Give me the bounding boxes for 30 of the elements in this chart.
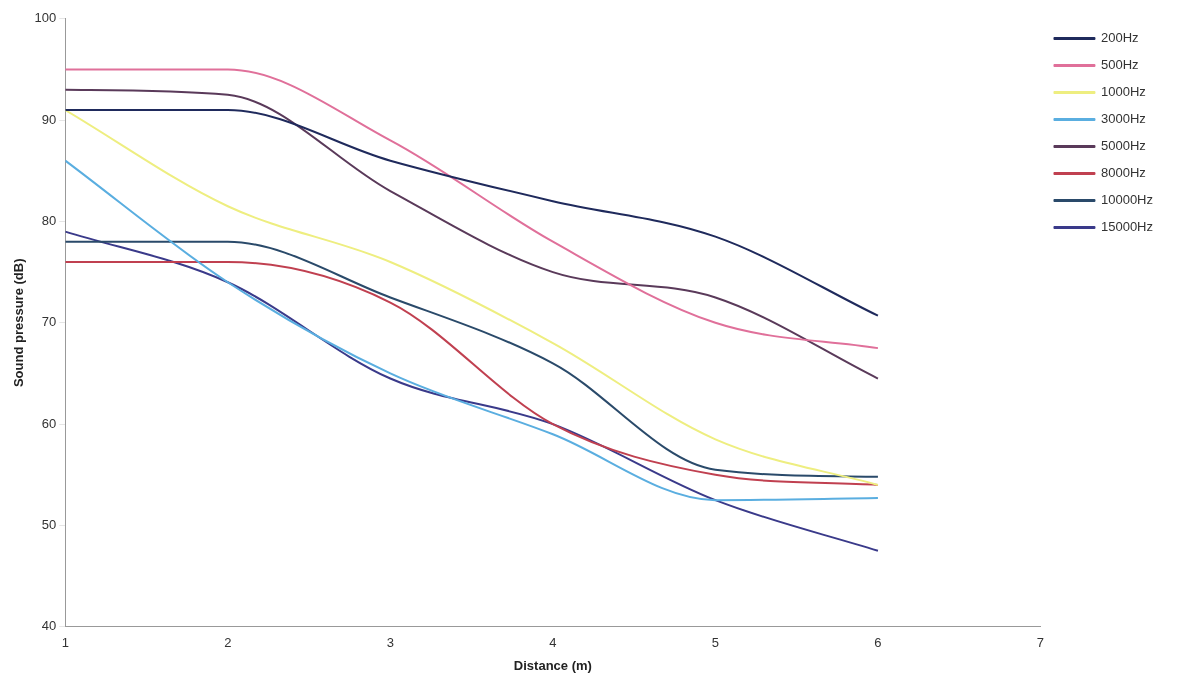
y-tick-label: 60 (41, 415, 57, 431)
legend-label: 5000Hz (1100, 138, 1146, 154)
y-axis-title: Sound pressure (dB) (11, 258, 27, 388)
y-tick-label: 80 (41, 213, 57, 229)
x-tick-label: 5 (711, 635, 720, 651)
x-tick-label: 7 (1036, 635, 1045, 651)
legend-label: 15000Hz (1100, 219, 1154, 235)
line-series (65, 159, 879, 502)
line-series (65, 68, 879, 350)
legend-label: 500Hz (1100, 57, 1139, 73)
y-tick-label: 50 (41, 517, 57, 533)
legend-label: 3000Hz (1100, 111, 1146, 127)
y-tick-label: 70 (41, 314, 57, 330)
x-tick-label: 3 (386, 635, 394, 651)
y-tick-label: 100 (34, 10, 57, 26)
legend-label: 8000Hz (1100, 165, 1146, 181)
x-axis-title: Distance (m) (513, 657, 592, 673)
line-series (65, 109, 879, 486)
x-tick-label: 1 (61, 635, 69, 651)
legend-label: 10000Hz (1100, 192, 1154, 208)
legend-label: 200Hz (1100, 30, 1139, 46)
x-tick-label: 2 (224, 635, 232, 651)
y-tick-label: 90 (41, 111, 57, 127)
line-series (65, 109, 879, 317)
line-series (65, 230, 879, 552)
x-tick-label: 6 (874, 635, 882, 651)
x-tick-label: 4 (549, 635, 557, 651)
line-series (65, 88, 879, 380)
legend-label: 1000Hz (1100, 84, 1146, 100)
y-tick-label: 40 (41, 618, 57, 634)
